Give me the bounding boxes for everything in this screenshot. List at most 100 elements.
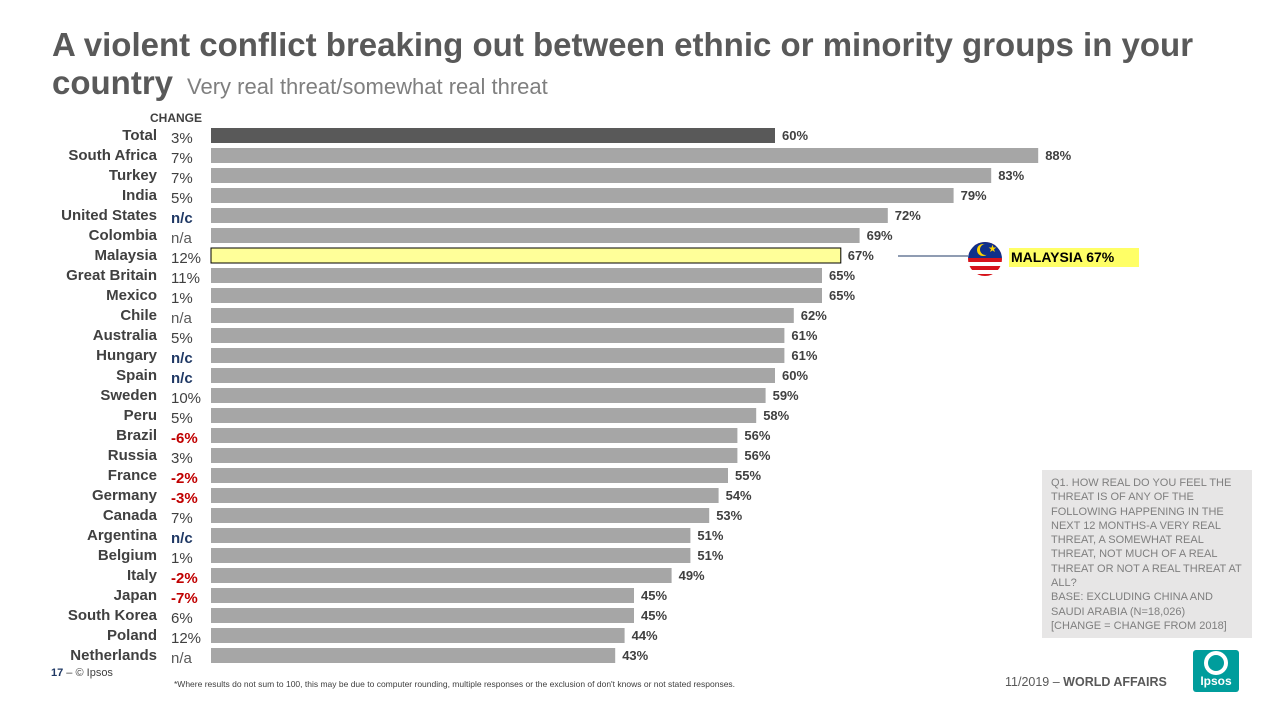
base-text: Base: Excluding China and Saudi Arabia (… — [1051, 591, 1213, 618]
report-dash: – — [1049, 675, 1064, 689]
category-label-belgium: Belgium — [98, 547, 157, 564]
change-label-australia: 5% — [171, 330, 193, 347]
data-label-india: 79% — [961, 188, 987, 203]
bar-france — [211, 468, 728, 483]
change-label-argentina: n/c — [171, 530, 193, 547]
data-label-france: 55% — [735, 468, 761, 483]
bar-italy — [211, 568, 672, 583]
category-label-argentina: Argentina — [87, 527, 158, 544]
data-label-south-korea: 45% — [641, 608, 667, 623]
change-label-south-korea: 6% — [171, 610, 193, 627]
data-label-argentina: 51% — [697, 528, 723, 543]
bar-south-africa — [211, 148, 1039, 163]
change-label-chile: n/a — [171, 310, 193, 327]
category-label-south-korea: South Korea — [68, 607, 158, 624]
bar-russia — [211, 448, 738, 463]
change-label-mexico: 1% — [171, 290, 193, 307]
data-label-hungary: 61% — [791, 348, 817, 363]
report-name: WORLD AFFAIRS — [1063, 675, 1167, 689]
data-label-spain: 60% — [782, 368, 808, 383]
change-label-germany: -3% — [171, 490, 198, 507]
change-label-malaysia: 12% — [171, 250, 201, 267]
category-label-canada: Canada — [103, 507, 158, 524]
page-subtitle: Very real threat/somewhat real threat — [187, 74, 548, 99]
data-label-japan: 45% — [641, 588, 667, 603]
bar-australia — [211, 328, 785, 343]
category-label-colombia: Colombia — [89, 227, 158, 244]
bar-peru — [211, 408, 757, 423]
category-label-japan: Japan — [114, 587, 157, 604]
bar-sweden — [211, 388, 766, 403]
report-date: 11/2019 — [1005, 675, 1050, 689]
ipsos-logo: Ipsos — [1193, 650, 1239, 692]
page-number-footer: 17 – © Ipsos — [51, 667, 113, 679]
category-label-malaysia: Malaysia — [94, 247, 157, 264]
data-label-canada: 53% — [716, 508, 742, 523]
category-label-hungary: Hungary — [96, 347, 158, 364]
change-column-header: CHANGE — [150, 111, 203, 125]
category-label-brazil: Brazil — [116, 427, 157, 444]
change-label-great-britain: 11% — [171, 270, 200, 287]
category-label-poland: Poland — [107, 627, 157, 644]
bar-spain — [211, 368, 775, 383]
change-label-turkey: 7% — [171, 170, 193, 187]
category-label-chile: Chile — [120, 307, 157, 324]
category-label-germany: Germany — [92, 487, 158, 504]
bar-japan — [211, 588, 634, 603]
data-label-brazil: 56% — [744, 428, 770, 443]
data-label-chile: 62% — [801, 308, 827, 323]
category-label-india: India — [122, 187, 158, 204]
data-label-peru: 58% — [763, 408, 789, 423]
data-label-australia: 61% — [791, 328, 817, 343]
bar-total — [211, 128, 775, 143]
bar-chile — [211, 308, 794, 323]
bar-mexico — [211, 288, 822, 303]
category-label-spain: Spain — [116, 367, 157, 384]
change-label-france: -2% — [171, 470, 198, 487]
flag-star: ★ — [988, 244, 997, 255]
change-label-italy: -2% — [171, 570, 198, 587]
data-label-netherlands: 43% — [622, 648, 648, 663]
bar-netherlands — [211, 648, 616, 663]
change-label-peru: 5% — [171, 410, 193, 427]
data-label-russia: 56% — [744, 448, 770, 463]
data-label-south-africa: 88% — [1045, 148, 1071, 163]
bar-turkey — [211, 168, 992, 183]
category-label-peru: Peru — [124, 407, 157, 424]
change-label-belgium: 1% — [171, 550, 193, 567]
change-label-brazil: -6% — [171, 430, 198, 447]
change-label-netherlands: n/a — [171, 650, 193, 667]
logo-ring-inner — [1208, 655, 1224, 671]
change-note: [Change = change from 2018] — [1051, 619, 1227, 632]
title-text: A violent conflict breaking out between … — [52, 26, 1194, 101]
bar-germany — [211, 488, 719, 503]
category-label-russia: Russia — [108, 447, 158, 464]
report-footer: 11/2019 – WORLD AFFAIRS — [1005, 675, 1167, 689]
data-label-great-britain: 65% — [829, 268, 855, 283]
bar-south-korea — [211, 608, 634, 623]
category-label-italy: Italy — [127, 567, 158, 584]
category-label-united-states: United States — [61, 207, 157, 224]
bar-malaysia — [210, 247, 842, 264]
data-label-united-states: 72% — [895, 208, 921, 223]
change-label-colombia: n/a — [171, 230, 193, 247]
category-label-sweden: Sweden — [100, 387, 157, 404]
data-label-mexico: 65% — [829, 288, 855, 303]
change-label-total: 3% — [171, 130, 193, 147]
change-label-united-states: n/c — [171, 210, 193, 227]
data-label-turkey: 83% — [998, 168, 1024, 183]
category-label-france: France — [108, 467, 157, 484]
change-label-spain: n/c — [171, 370, 193, 387]
bar-brazil — [211, 428, 738, 443]
category-label-total: Total — [122, 127, 157, 144]
bar-belgium — [211, 548, 691, 563]
data-label-malaysia: 67% — [848, 248, 874, 263]
category-label-south-africa: South Africa — [68, 147, 157, 164]
change-label-poland: 12% — [171, 630, 201, 647]
bar-great-britain — [211, 268, 822, 283]
bar-colombia — [211, 228, 860, 243]
flag-crescent-cut — [980, 244, 991, 255]
data-label-italy: 49% — [679, 568, 705, 583]
malaysia-flag-icon: ★ — [968, 242, 1002, 276]
question-notes-box: Q1. How real do you feel the threat is o… — [1042, 470, 1252, 638]
